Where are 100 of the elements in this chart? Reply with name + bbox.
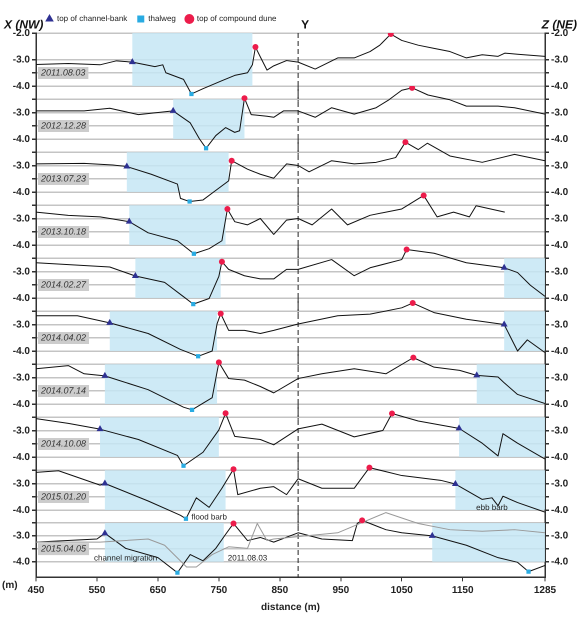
point (190, 408, 194, 412)
text: 2014.02.27 (40, 279, 88, 290)
x-tick-label: 1285 (534, 585, 557, 596)
y2-tick-label: -4.0 (551, 346, 569, 357)
point (500, 264, 508, 270)
legend-label: top of compound dune (196, 14, 278, 24)
y2-tick-label: -3.0 (551, 530, 569, 542)
point (473, 371, 480, 378)
point (192, 252, 196, 256)
x-tick-label: 1150 (452, 585, 474, 596)
point (366, 464, 372, 471)
point (204, 146, 208, 150)
y-tick-label: -4.0 (12, 452, 30, 463)
x-axis-title: distance (m) (261, 602, 320, 614)
y-tick-label: -4.0 (12, 504, 30, 516)
y-tick-label: -4.0 (12, 240, 30, 251)
x-tick-label: 550 (88, 585, 106, 596)
point (170, 106, 177, 113)
y-tick-label: -4.0 (12, 134, 30, 145)
point (181, 464, 186, 468)
text: 2013.07.23 (40, 173, 86, 184)
y-tick-label: -3.0 (12, 478, 30, 490)
legend-label: thalweg (148, 14, 176, 24)
text: 2012.12.28 (40, 120, 86, 130)
y-tick-label: -4.0 (12, 556, 30, 568)
y2-tick-label: -3.0 (551, 107, 569, 118)
x-tick-label: 750 (210, 585, 228, 596)
point (526, 570, 531, 574)
point (500, 320, 508, 326)
y-tick-label: -3.0 (12, 530, 30, 542)
point (123, 162, 130, 169)
y2-tick-label: -3.0 (551, 478, 569, 490)
y2-tick-label: -4.0 (551, 556, 569, 568)
y2-tick-label: -3.0 (551, 425, 569, 436)
y2-tick-label: -4.0 (551, 504, 569, 516)
x-tick-label: 1050 (390, 585, 414, 596)
y-tick-label: -4.0 (12, 186, 30, 198)
x-tick-label: 950 (332, 585, 350, 596)
y-tick-label: -3.0 (12, 425, 30, 436)
point (428, 532, 436, 538)
y2-tick-label: -4.0 (551, 398, 569, 410)
y2-tick-label: -3.0 (551, 266, 569, 278)
y-tick-label: -3.0 (12, 160, 30, 172)
point (456, 424, 463, 430)
annotation: 2011.08.03 (228, 554, 268, 563)
annotation: ebb barb (476, 503, 508, 512)
y-tick-label: -3.0 (12, 319, 30, 330)
point (230, 466, 237, 472)
point (452, 480, 459, 486)
text: 2014.10.08 (40, 438, 86, 448)
point (228, 158, 235, 164)
x-tick-label: 450 (28, 585, 45, 596)
y2-tick-label: -3.0 (551, 319, 569, 330)
text: 2013.10.18 (40, 226, 86, 236)
y2-tick-label: -3.0 (551, 54, 569, 66)
x-tick-label: 650 (150, 585, 167, 596)
point (218, 310, 224, 317)
x-tick-label: 850 (271, 585, 289, 596)
y-tick-label: -4.0 (12, 292, 30, 304)
y-tick-label: -3.0 (12, 213, 30, 224)
point (216, 359, 222, 366)
y2-tick-label: -4.0 (551, 452, 569, 463)
y-tick-label: -4.0 (12, 346, 30, 357)
point (191, 302, 196, 306)
y-tick-label: -3.0 (12, 266, 30, 278)
y-tick-label: -3.0 (12, 107, 30, 118)
point (132, 272, 139, 278)
point (410, 300, 416, 306)
point (409, 86, 416, 91)
point (106, 318, 114, 325)
y-tick-label: -4.0 (12, 80, 30, 92)
point (175, 570, 180, 575)
point (388, 410, 395, 417)
point (402, 139, 408, 146)
y-tick-label: -3.0 (12, 372, 30, 384)
ref-line-label: Y (301, 17, 310, 32)
point (230, 520, 237, 526)
text: 2014.04.02 (40, 332, 86, 342)
point (224, 206, 230, 212)
text: 2015.01.20 (40, 491, 86, 502)
point (241, 95, 248, 102)
y2-tick-label: -4.0 (551, 186, 569, 198)
y-axis-title: (m) (2, 580, 18, 592)
y-tick-label: -3.0 (12, 54, 30, 66)
point (101, 372, 108, 378)
point (359, 517, 366, 524)
y-tick-label: -4.0 (12, 398, 30, 410)
text: 2011.08.03 (40, 67, 86, 78)
y2-tick-label: -4.0 (551, 292, 569, 304)
point (101, 529, 108, 536)
annotation: channel migration (94, 554, 158, 563)
point (404, 246, 410, 253)
point (222, 410, 229, 416)
point (96, 425, 104, 432)
point (126, 218, 133, 224)
point (128, 58, 136, 64)
y2-tick-label: -3.0 (551, 160, 569, 172)
point (196, 354, 200, 358)
point (420, 192, 427, 198)
legend-label: top of channel-bank (57, 14, 128, 24)
